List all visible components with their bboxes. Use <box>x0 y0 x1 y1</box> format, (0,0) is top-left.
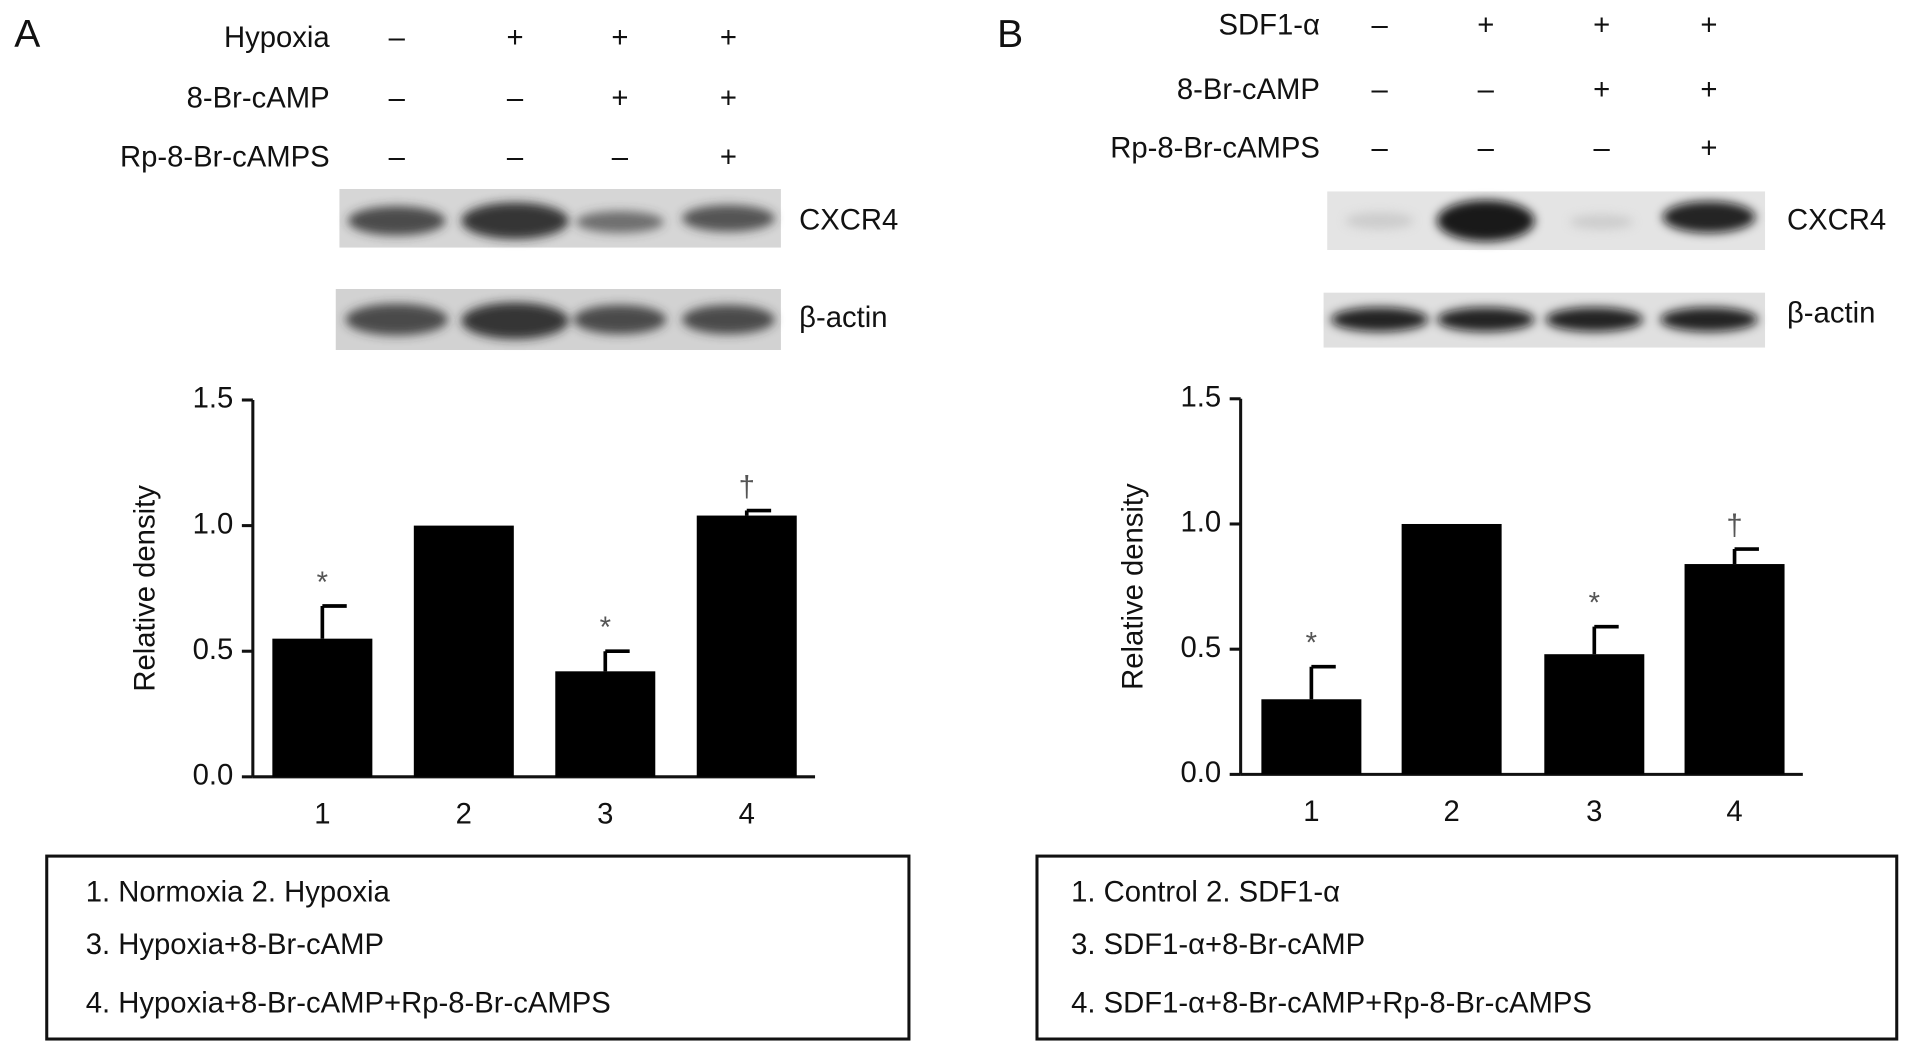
error-bar <box>1592 624 1619 655</box>
x-tick-label: 3 <box>597 799 613 831</box>
blot-bands <box>345 200 1758 340</box>
treatment-label: Hypoxia <box>224 22 330 54</box>
treatment-sign: + <box>720 22 737 54</box>
bar <box>413 525 514 777</box>
x-tick-label: 1 <box>1303 796 1319 828</box>
treatment-sign: – <box>1478 133 1495 165</box>
x-tick-label: 1 <box>314 799 330 831</box>
treatment-label: SDF1-α <box>1218 10 1320 42</box>
blot-label: β-actin <box>799 302 887 334</box>
bar <box>696 515 797 777</box>
legend-line: 4. SDF1-α+8-Br-cAMP+Rp-8-Br-cAMPS <box>1071 988 1592 1020</box>
treatment-sign: + <box>1700 133 1717 165</box>
y-tick-label: 0.5 <box>193 634 234 666</box>
treatment-label: Rp-8-Br-cAMPS <box>1110 133 1320 165</box>
treatment-sign: + <box>720 83 737 115</box>
treatment-label: 8-Br-cAMP <box>1177 74 1320 106</box>
treatment-sign: – <box>612 141 629 173</box>
error-bar <box>744 508 772 516</box>
y-axis-label: Relative density <box>1117 483 1149 690</box>
bar <box>1544 654 1645 775</box>
treatment-label: 8-Br-cAMP <box>187 83 330 115</box>
y-tick-label: 0.0 <box>1180 757 1221 789</box>
treatment-sign: – <box>389 22 406 54</box>
blot-label: CXCR4 <box>1787 205 1886 237</box>
y-tick-label: 1.5 <box>1180 382 1221 414</box>
error-bar <box>603 649 630 672</box>
legend-line: 3. SDF1-α+8-Br-cAMP <box>1071 929 1365 961</box>
treatment-sign: + <box>506 22 523 54</box>
panel-letter: B <box>997 13 1023 56</box>
significance-mark: * <box>600 612 611 644</box>
treatment-sign: – <box>1372 133 1389 165</box>
legend-box <box>45 854 911 1041</box>
treatment-sign: + <box>1700 10 1717 42</box>
legend-line: 3. Hypoxia+8-Br-cAMP <box>86 929 384 961</box>
treatment-sign: – <box>1372 10 1389 42</box>
bar <box>272 638 373 777</box>
treatment-sign: – <box>389 141 406 173</box>
bar <box>1401 523 1502 775</box>
panel-letter: A <box>14 13 40 56</box>
error-bar <box>1732 547 1759 565</box>
legend-line: 1. Control 2. SDF1-α <box>1071 877 1340 909</box>
y-tick-label: 0.5 <box>1180 632 1221 664</box>
x-tick-label: 3 <box>1586 796 1602 828</box>
treatment-sign: + <box>1593 74 1610 106</box>
treatment-label: Rp-8-Br-cAMPS <box>120 141 330 173</box>
treatment-sign: – <box>507 83 524 115</box>
bar <box>1261 699 1362 775</box>
treatment-sign: + <box>1700 74 1717 106</box>
x-tick-label: 2 <box>1443 796 1459 828</box>
y-tick-label: 0.0 <box>193 760 234 792</box>
significance-mark: * <box>1589 587 1600 619</box>
x-tick-label: 4 <box>1726 796 1742 828</box>
significance-mark: † <box>739 471 755 503</box>
x-tick-label: 2 <box>456 799 472 831</box>
treatment-sign: – <box>389 83 406 115</box>
treatment-sign: – <box>1372 74 1389 106</box>
bar <box>1684 564 1785 775</box>
treatment-sign: + <box>1593 10 1610 42</box>
y-tick-label: 1.5 <box>193 383 234 415</box>
y-tick-label: 1.0 <box>1180 507 1221 539</box>
bar <box>555 671 656 777</box>
legend-line: 4. Hypoxia+8-Br-cAMP+Rp-8-Br-cAMPS <box>86 988 611 1020</box>
treatment-sign: + <box>611 22 628 54</box>
treatment-sign: + <box>1477 10 1494 42</box>
error-bar <box>1309 664 1336 700</box>
treatment-sign: + <box>720 141 737 173</box>
error-bar <box>320 604 347 639</box>
legend-line: 1. Normoxia 2. Hypoxia <box>86 877 391 909</box>
significance-mark: * <box>317 567 328 599</box>
significance-mark: † <box>1726 510 1742 542</box>
blot-label: β-actin <box>1787 297 1875 329</box>
treatment-sign: – <box>1478 74 1495 106</box>
y-axis-label: Relative density <box>129 485 161 692</box>
treatment-sign: + <box>611 83 628 115</box>
blot-label: CXCR4 <box>799 205 898 237</box>
treatment-sign: – <box>507 141 524 173</box>
treatment-sign: – <box>1593 133 1610 165</box>
y-tick-label: 1.0 <box>193 508 234 540</box>
significance-mark: * <box>1306 627 1317 659</box>
legend-box <box>1035 854 1899 1041</box>
x-tick-label: 4 <box>739 799 755 831</box>
